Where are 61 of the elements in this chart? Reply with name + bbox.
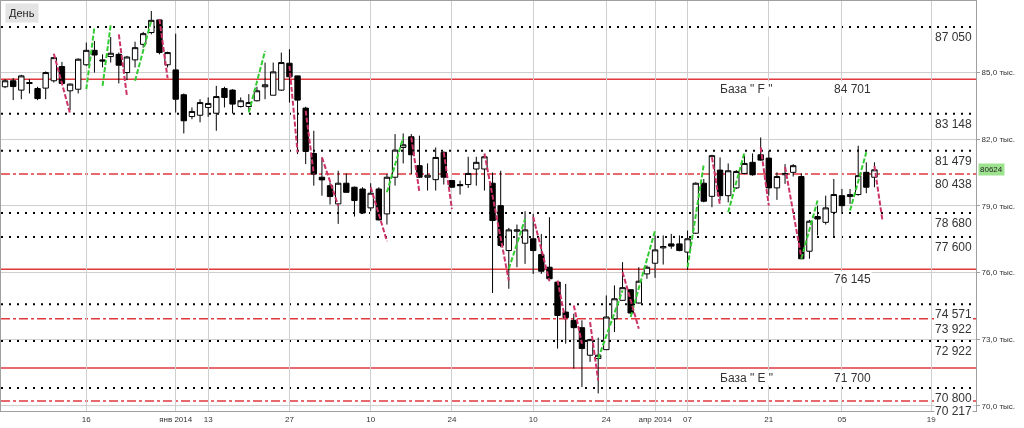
y-tick-label: 73,0 тыс.	[981, 335, 1016, 345]
x-tick-label: 21	[764, 414, 774, 424]
ref-line-label: 83 148	[935, 117, 973, 131]
candlestick	[196, 98, 204, 123]
x-tick-label: 24	[601, 414, 612, 424]
x-tick-label: 05	[837, 414, 847, 424]
ref-line-label: 74 571	[935, 307, 973, 321]
ref-line-label: 71 700	[834, 371, 872, 385]
candlestick	[448, 180, 456, 189]
ref-line-label: 70 217	[935, 404, 973, 418]
y-tick-label: 76,0 тыс.	[981, 268, 1016, 278]
candlestick	[318, 156, 326, 197]
x-tick-label: 10	[528, 414, 539, 424]
ref-line-label: 70 800	[935, 391, 973, 405]
candlestick	[99, 53, 106, 68]
candlestick	[253, 86, 261, 102]
ref-line-label: 84 701	[834, 82, 872, 96]
candlestick	[789, 163, 797, 178]
candlestick	[594, 337, 602, 394]
candlestick	[838, 188, 846, 215]
x-tick-label: апр 2014	[638, 414, 673, 424]
candlestick	[261, 62, 269, 100]
x-tick-label: 13	[203, 414, 214, 424]
ref-line-label: 78 680	[935, 216, 973, 230]
ref-line-label: 81 479	[935, 154, 973, 168]
candlestick	[846, 188, 854, 205]
x-tick-label: 27	[284, 414, 295, 424]
y-tick-label: 85,0 тыс.	[981, 68, 1016, 78]
candlestick	[464, 156, 472, 189]
text: День	[9, 7, 35, 19]
annotation: 80624	[980, 165, 1003, 174]
x-tick-label: янв 2014	[159, 414, 193, 424]
candlestick	[188, 106, 196, 120]
y-tick-label: 79,0 тыс.	[981, 201, 1016, 211]
annotation: База " F "	[720, 82, 773, 96]
x-tick-label: 10	[366, 414, 376, 424]
ref-line-label: 76 145	[834, 272, 872, 286]
x-tick-label: 19	[926, 414, 937, 424]
candlestick	[66, 82, 74, 111]
candlestick	[773, 171, 781, 201]
ref-line-label: 72 922	[935, 344, 973, 358]
ref-line-label: 80 438	[935, 177, 973, 191]
x-tick-label: 16	[81, 414, 92, 424]
candlestick	[123, 55, 131, 81]
candlestick	[383, 173, 391, 226]
ref-line-label: 77 600	[935, 240, 973, 254]
candlestick	[570, 313, 578, 370]
annotation: База " E "	[720, 371, 774, 385]
candlestick	[716, 156, 724, 202]
candlestick	[139, 31, 147, 49]
candlestick	[131, 41, 139, 68]
candlestick	[781, 163, 789, 185]
ref-line-label: 87 050	[935, 30, 973, 44]
y-tick-label: 70,0 тыс.	[981, 401, 1016, 411]
candlestick	[456, 180, 464, 196]
x-tick-label: 24	[447, 414, 457, 424]
ref-line-label: 73 922	[935, 322, 973, 336]
candlestick	[326, 181, 334, 206]
candlestick	[643, 264, 651, 280]
x-tick-label: 07	[683, 414, 693, 424]
y-tick-label: 82,0 тыс.	[981, 135, 1016, 145]
